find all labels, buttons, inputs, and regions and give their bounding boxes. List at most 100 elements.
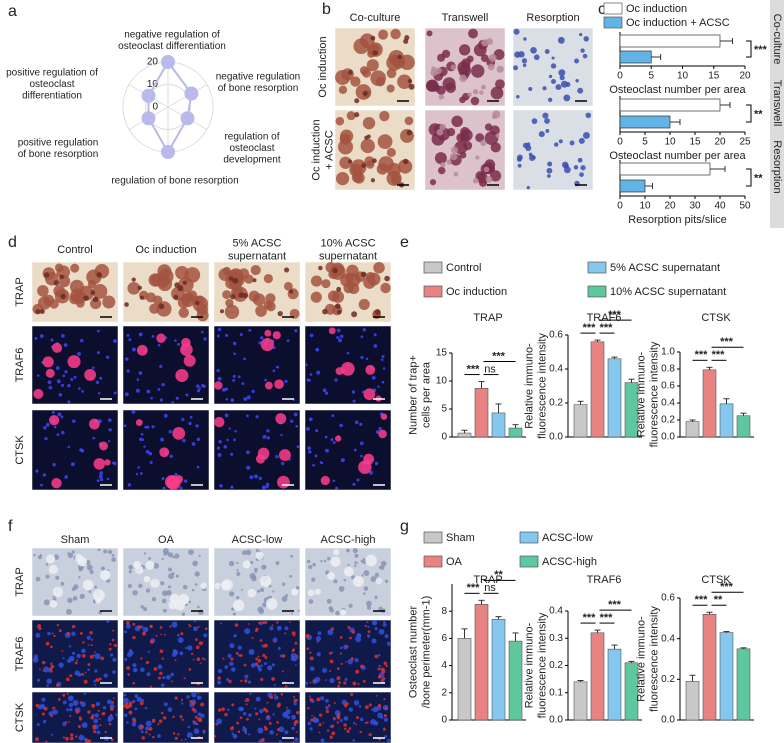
micrograph-texture: [366, 634, 371, 638]
micrograph-texture: [217, 721, 220, 725]
micrograph-texture: [361, 163, 366, 168]
micrograph-texture: [71, 550, 75, 554]
micrograph-texture: [227, 708, 230, 711]
micrograph-texture: [134, 694, 139, 698]
micrograph-texture: [90, 644, 93, 647]
micrograph-texture: [197, 712, 202, 717]
micrograph-texture: [404, 116, 414, 126]
legend-label: 10% ACSC supernatant: [610, 286, 726, 298]
micrograph-texture: [353, 448, 357, 452]
legend-label: OA: [446, 556, 463, 568]
micrograph-texture: [263, 645, 266, 648]
micrograph-texture: [132, 701, 134, 704]
micrograph-texture: [272, 331, 281, 340]
micrograph-texture: [352, 548, 358, 554]
micrograph-texture: [72, 700, 79, 706]
micrograph-texture: [169, 454, 173, 459]
micrograph-texture: [188, 549, 194, 555]
micrograph-texture: [335, 435, 342, 442]
micrograph-texture: [97, 709, 100, 712]
micrograph-texture: [42, 473, 47, 477]
micrograph-texture: [181, 702, 184, 705]
micrograph-texture: [227, 653, 232, 658]
micrograph-texture: [112, 461, 115, 465]
micrograph-texture: [252, 278, 257, 283]
micrograph-texture: [573, 165, 579, 170]
micrograph-texture: [93, 679, 97, 683]
significance-label: ***: [467, 582, 481, 594]
text-line: positive regulation of: [6, 67, 98, 78]
micrograph-texture: [168, 430, 172, 434]
micrograph-texture: [142, 626, 149, 633]
micrograph-texture: [579, 33, 583, 37]
micrograph-texture: [322, 388, 327, 393]
micrograph-texture: [146, 389, 151, 394]
micrograph-texture: [217, 376, 222, 381]
significance-label: ***: [720, 581, 734, 593]
micrograph-texture: [285, 709, 291, 715]
micrograph-texture: [351, 311, 358, 318]
micrograph-texture: [366, 59, 379, 72]
micrograph-texture: [374, 309, 381, 315]
bar: [619, 115, 671, 129]
micrograph-texture: [348, 603, 353, 608]
micrograph-texture: [249, 692, 252, 696]
micrograph-texture: [234, 429, 237, 433]
micrograph-texture: [187, 725, 191, 729]
micrograph-texture: [294, 719, 299, 724]
micrograph-texture: [339, 423, 343, 428]
micrograph-texture: [225, 333, 229, 337]
micrograph-texture: [354, 564, 357, 568]
micrograph-texture: [67, 695, 74, 702]
micrograph-texture: [408, 83, 415, 90]
micrograph-texture: [254, 662, 259, 666]
micrograph-texture: [373, 344, 378, 348]
micrograph-texture: [315, 347, 320, 352]
micrograph-texture: [88, 418, 100, 430]
micrograph-texture: [255, 712, 259, 716]
micrograph-texture: [271, 624, 274, 627]
legend-label: Control: [446, 262, 481, 274]
micrograph-texture: [281, 596, 288, 602]
micrograph-texture: [496, 65, 504, 73]
micrograph-texture: [380, 667, 385, 672]
micrograph-texture: [77, 351, 82, 356]
micrograph-texture: [145, 720, 152, 727]
micrograph-texture: [320, 696, 325, 701]
micrograph-texture: [194, 715, 198, 719]
micrograph-texture: [83, 295, 89, 301]
micrograph-texture: [359, 422, 363, 426]
micrograph-texture: [370, 576, 377, 583]
micrograph-texture: [439, 123, 446, 131]
micrograph-texture: [563, 166, 571, 174]
micrograph-texture: [161, 557, 164, 561]
micrograph-texture: [315, 429, 319, 433]
legend-label: Oc induction: [446, 286, 507, 298]
micrograph-texture: [127, 673, 130, 675]
micrograph-texture: [359, 717, 364, 722]
micrograph-texture: [431, 132, 445, 146]
micrograph-texture: [380, 679, 383, 682]
micrograph-texture: [181, 718, 184, 721]
micrograph-texture: [293, 702, 297, 706]
micrograph-texture: [355, 716, 360, 720]
micrograph-texture: [245, 414, 249, 418]
micrograph-texture: [257, 667, 263, 672]
micrograph-texture: [359, 441, 364, 446]
micrograph-texture: [384, 706, 388, 710]
micrograph-texture: [180, 739, 183, 742]
micrograph-texture: [110, 707, 114, 711]
axis-label: negative regulation of osteoclast differe…: [118, 29, 226, 52]
micrograph-texture: [123, 697, 129, 704]
x-tick-label: 20: [739, 71, 751, 82]
micrograph-texture: [352, 575, 364, 587]
text-line: 10% ACSC: [320, 238, 375, 250]
micrograph-texture: [367, 625, 370, 628]
micrograph-texture: [203, 729, 206, 732]
side-strip: [770, 0, 784, 228]
micrograph-texture: [374, 461, 379, 466]
micrograph-texture: [151, 425, 155, 429]
micrograph-texture: [140, 657, 143, 660]
micrograph-texture: [284, 685, 288, 688]
micrograph-texture: [247, 680, 252, 684]
